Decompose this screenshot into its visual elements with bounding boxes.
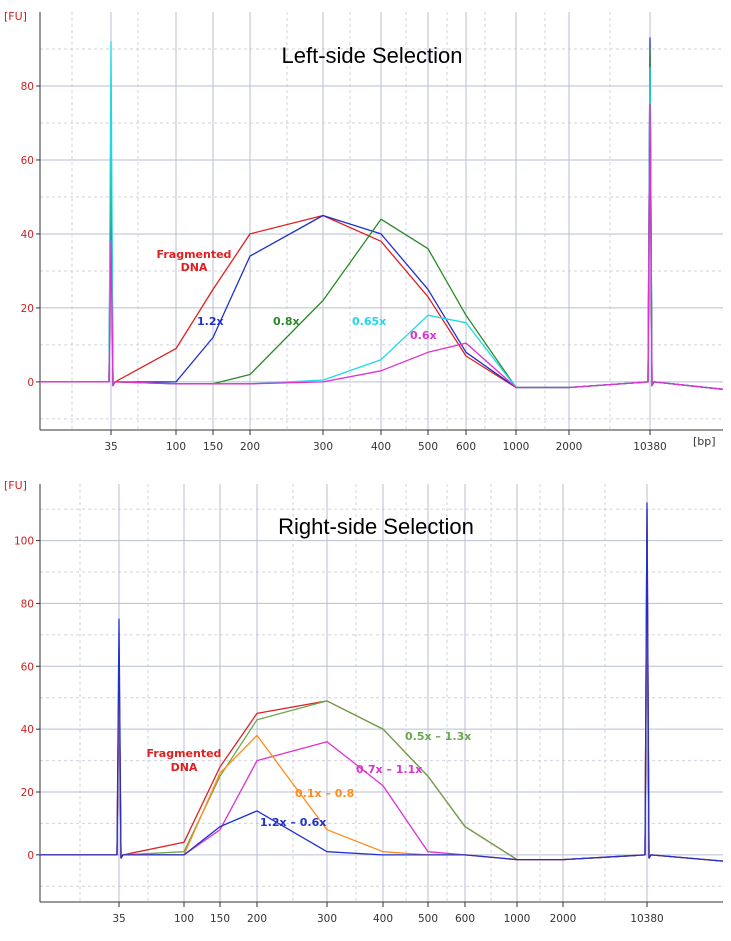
y-tick-label: 40: [21, 724, 34, 736]
x-tick-label: 300: [313, 441, 333, 453]
y-tick-label: 100: [14, 536, 34, 548]
y-tick-label: 60: [21, 661, 34, 673]
series-annotation: DNA: [171, 761, 198, 774]
x-tick-label: 400: [373, 913, 393, 925]
x-tick-label: 600: [455, 913, 475, 925]
series-annotation: 0.5x – 1.3x: [405, 730, 471, 743]
y-tick-label: 80: [21, 598, 34, 610]
left-side-selection-chart: 0 20 40 60 80 35 100 150 200 300 400 500 600 1000 2000…: [4, 10, 724, 453]
x-tick-label: 1000: [504, 913, 531, 925]
x-tick-label: 200: [240, 441, 260, 453]
chart-title: Right-side Selection: [278, 514, 474, 539]
x-tick-label: 10380: [630, 913, 663, 925]
x-tick-label: 150: [210, 913, 230, 925]
series-annotation: 0.8x: [273, 315, 300, 328]
y-tick-label: 0: [27, 377, 34, 389]
x-tick-label: 1000: [503, 441, 530, 453]
series-annotation: 0.1x – 0.8: [295, 787, 354, 800]
x-tick-label: 150: [203, 441, 223, 453]
x-tick-label: 35: [112, 913, 125, 925]
y-unit-label: [FU]: [4, 10, 27, 23]
series-annotation: 1.2x – 0.6x: [260, 816, 326, 829]
x-tick-label: 600: [456, 441, 476, 453]
series-line-5: [40, 103, 724, 390]
chart-title: Left-side Selection: [282, 43, 463, 68]
series-line-5: [40, 502, 724, 862]
series-annotation: Fragmented: [157, 248, 232, 261]
y-tick-label: 80: [21, 81, 34, 93]
x-tick-label: 35: [104, 441, 117, 453]
x-tick-label: 100: [166, 441, 186, 453]
plot-area: [40, 484, 723, 902]
x-tick-label: 2000: [556, 441, 583, 453]
series-annotation: Fragmented: [147, 747, 222, 760]
series-annotation: 0.6x: [410, 329, 437, 342]
right-side-selection-chart: 0 20 40 60 80 100 35 100 150 200 300 400 500 600 1000 2…: [4, 479, 724, 925]
y-tick-label: 60: [21, 155, 34, 167]
series-annotation: 1.2x: [197, 315, 224, 328]
series-annotation: 0.65x: [352, 315, 386, 328]
x-tick-label: 300: [317, 913, 337, 925]
y-tick-label: 40: [21, 229, 34, 241]
series-annotation: 0.7x – 1.1x: [356, 763, 422, 776]
x-tick-label: 500: [418, 913, 438, 925]
x-tick-label: 200: [247, 913, 267, 925]
y-tick-label: 0: [27, 850, 34, 862]
x-unit-label: [bp]: [693, 435, 716, 448]
x-tick-label: 400: [371, 441, 391, 453]
y-tick-label: 20: [21, 787, 34, 799]
x-tick-label: 100: [174, 913, 194, 925]
series-annotation: DNA: [181, 261, 208, 274]
y-tick-label: 20: [21, 303, 34, 315]
y-unit-label: [FU]: [4, 479, 27, 492]
x-tick-label: 2000: [550, 913, 577, 925]
x-tick-label: 500: [418, 441, 438, 453]
x-tick-label: 10380: [633, 441, 666, 453]
